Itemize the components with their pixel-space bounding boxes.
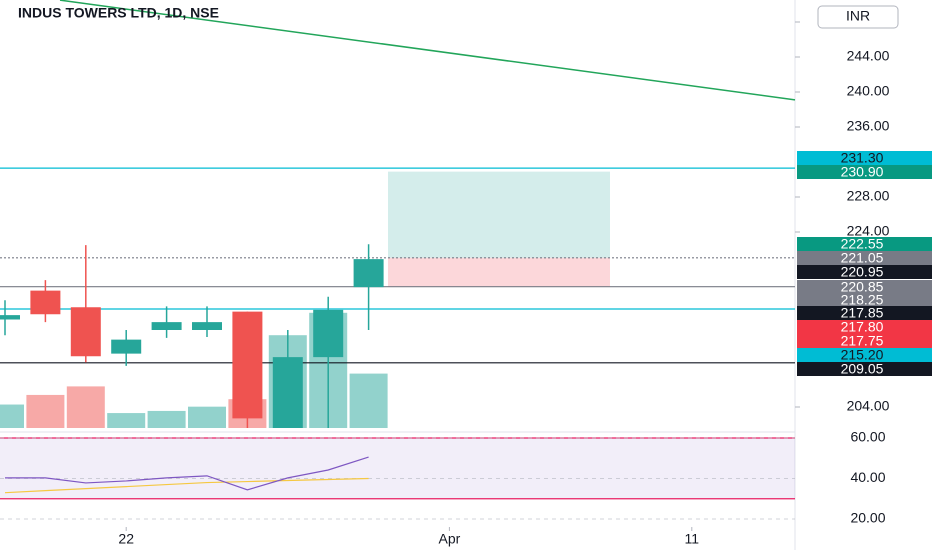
price-label-bg: [797, 265, 932, 279]
rsi-line: [5, 456, 369, 491]
price-label: 215.20: [841, 347, 884, 363]
candle-body: [272, 357, 303, 428]
price-label-bg: [797, 293, 932, 307]
y-tick-label: 228.00: [847, 188, 890, 204]
price-label: 220.85: [841, 279, 884, 295]
price-label: 220.95: [841, 264, 884, 280]
price-label: 231.30: [841, 150, 884, 166]
price-label-bg: [797, 237, 932, 251]
price-label-bg: [797, 280, 932, 294]
volume-bar: [188, 406, 226, 428]
candle-body: [151, 322, 182, 330]
price-label: 209.05: [841, 361, 884, 377]
candle-body: [232, 311, 263, 419]
volume-bar: [66, 386, 105, 428]
x-tick-label: 22: [118, 531, 134, 547]
candle-body: [192, 322, 222, 330]
y-tick-label: 204.00: [847, 398, 890, 414]
candle-body: [313, 309, 344, 358]
currency-box: [817, 5, 899, 29]
y-tick-label: 224.00: [847, 223, 890, 239]
price-label-bg: [797, 334, 932, 348]
volume-bar: [0, 404, 24, 428]
price-label-bg: [797, 251, 932, 265]
x-tick-label: 11: [685, 531, 700, 547]
rsi-band: [0, 438, 795, 499]
candle-body: [111, 339, 142, 354]
candle-body: [30, 290, 61, 315]
y-tick-label: 244.00: [847, 48, 890, 64]
volume-bar: [147, 410, 186, 428]
stop-zone: [388, 257, 610, 287]
price-label: 217.85: [841, 305, 884, 321]
y-tick-label: 236.00: [847, 118, 890, 134]
price-label-bg: [797, 165, 932, 179]
price-label-bg: [797, 306, 932, 320]
price-label: 217.80: [841, 319, 884, 335]
volume-bar: [26, 394, 65, 428]
currency: INR: [846, 8, 870, 24]
price-label-bg: [797, 151, 932, 165]
chart-title: INDUS TOWERS LTD, 1D, NSE: [18, 5, 219, 21]
rsi-ma-line: [4, 477, 369, 494]
price-label: 221.05: [841, 250, 884, 266]
price-label: 217.75: [841, 333, 884, 349]
y-tick-label: 240.00: [847, 83, 890, 99]
price-label: 230.90: [841, 164, 884, 180]
price-label-bg: [797, 362, 932, 376]
trendline: [59, 0, 796, 101]
price-label: 218.25: [841, 292, 884, 308]
candle-body: [0, 315, 20, 320]
candle-body: [353, 259, 384, 288]
price-label-bg: [797, 320, 932, 334]
volume-bar: [349, 373, 388, 428]
price-label: 222.55: [841, 236, 884, 252]
target-zone: [388, 171, 610, 258]
price-label-bg: [797, 348, 932, 362]
volume-bar: [107, 413, 146, 428]
rsi-tick-label: 20.00: [850, 510, 885, 526]
rsi-tick-label: 40.00: [850, 469, 885, 485]
x-tick-label: Apr: [439, 531, 461, 547]
candle-body: [70, 307, 101, 357]
rsi-tick-label: 60.00: [850, 429, 885, 445]
